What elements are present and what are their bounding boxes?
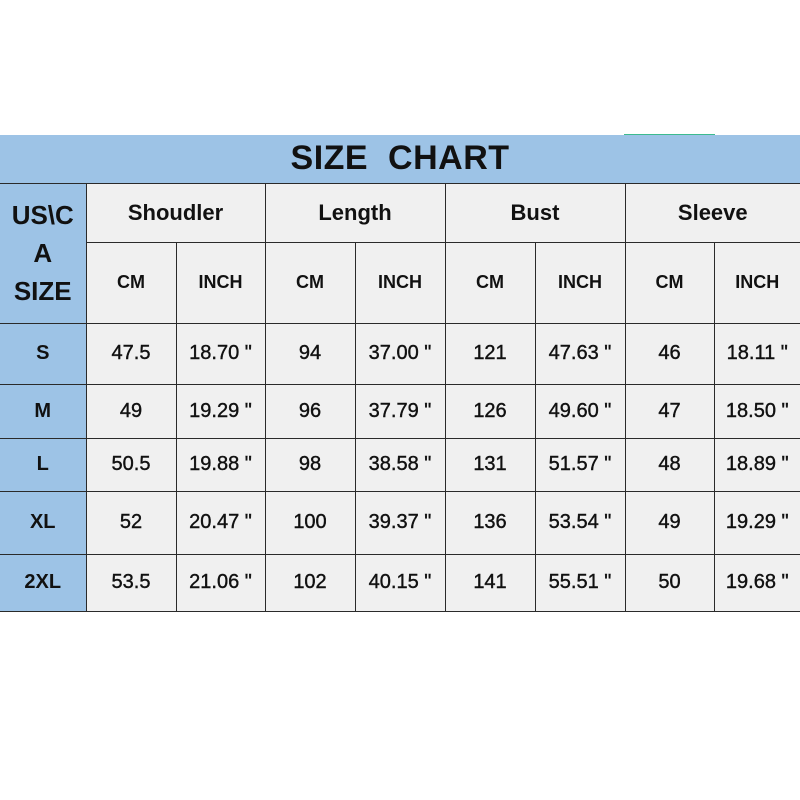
measurement-cell: 94: [264, 322, 356, 385]
measurement-cell: 18.70 ": [175, 322, 266, 385]
measurement-cell: 21.06 ": [175, 553, 266, 612]
measurement-cell: 98: [264, 437, 356, 492]
measurement-cell: 102: [264, 553, 356, 612]
measurement-cell: 19.88 ": [175, 437, 266, 492]
measurement-cell: 49: [85, 383, 177, 439]
measurement-cell: 19.29 ": [175, 383, 266, 439]
group-header-sleeve: Sleeve: [624, 182, 800, 243]
size-label: XL: [0, 490, 87, 555]
unit-header-cm: CM: [444, 241, 536, 324]
unit-header-inch: INCH: [534, 241, 626, 324]
measurement-cell: 37.00 ": [354, 322, 446, 385]
measurement-cell: 18.50 ": [713, 383, 800, 439]
group-header-length: Length: [264, 182, 446, 243]
measurement-cell: 50: [624, 553, 715, 612]
table-row: 2XL 53.5 21.06 " 102 40.15 " 141 55.51 " 50 19.6…: [0, 553, 800, 612]
unit-header-cm: CM: [624, 241, 715, 324]
table-row: M 49 19.29 " 96 37.79 " 126 49.60 " 47 18.50 ": [0, 383, 800, 439]
chart-title: SIZE CHART: [0, 135, 800, 184]
measurement-cell: 100: [264, 490, 356, 555]
size-header-line: US\C: [11, 200, 74, 230]
size-chart-table: SIZE CHART US\C A SIZE Shoudler Length Bus…: [0, 135, 800, 612]
measurement-cell: 47.5: [85, 322, 177, 385]
size-label: 2XL: [0, 553, 87, 612]
group-header-shoulder: Shoudler: [85, 182, 266, 243]
table-row: S 47.5 18.70 " 94 37.00 " 121 47.63 " 46 18.11 ": [0, 322, 800, 385]
table-row: L 50.5 19.88 " 98 38.58 " 131 51.57 " 48 18.89 ": [0, 437, 800, 492]
unit-header-inch: INCH: [175, 241, 266, 324]
measurement-cell: 39.37 ": [354, 490, 446, 555]
measurement-cell: 55.51 ": [534, 553, 626, 612]
measurement-cell: 38.58 ": [354, 437, 446, 492]
measurement-cell: 52: [85, 490, 177, 555]
measurement-cell: 19.68 ": [713, 553, 800, 612]
measurement-cell: 40.15 ": [354, 553, 446, 612]
measurement-cell: 19.29 ": [713, 490, 800, 555]
measurement-cell: 20.47 ": [175, 490, 266, 555]
measurement-cell: 47.63 ": [534, 322, 626, 385]
measurement-cell: 121: [444, 322, 536, 385]
measurement-cell: 96: [264, 383, 356, 439]
measurement-cell: 53.54 ": [534, 490, 626, 555]
unit-header-cm: CM: [264, 241, 356, 324]
measurement-cell: 48: [624, 437, 715, 492]
table-row: XL 52 20.47 " 100 39.37 " 136 53.54 " 49 19.29 ": [0, 490, 800, 555]
measurement-cell: 131: [444, 437, 536, 492]
measurement-cell: 136: [444, 490, 536, 555]
measurement-cell: 50.5: [85, 437, 177, 492]
measurement-cell: 47: [624, 383, 715, 439]
unit-header-inch: INCH: [713, 241, 800, 324]
measurement-cell: 46: [624, 322, 715, 385]
measurement-cell: 18.89 ": [713, 437, 800, 492]
unit-header-cm: CM: [86, 241, 177, 324]
measurement-cell: 141: [444, 553, 536, 612]
size-label: M: [0, 383, 87, 439]
group-header-bust: Bust: [444, 182, 626, 243]
measurement-cell: 49: [624, 490, 715, 555]
measurement-cell: 18.11 ": [713, 322, 800, 385]
measurement-cell: 51.57 ": [534, 437, 626, 492]
measurement-cell: 37.79 ": [354, 383, 446, 439]
measurement-cell: 126: [444, 383, 536, 439]
measurement-cell: 53.5: [85, 553, 177, 612]
size-label: L: [0, 437, 87, 492]
size-header-line: SIZE: [13, 276, 72, 306]
size-column-header: US\C A SIZE: [0, 182, 87, 324]
size-header-line: A: [33, 238, 53, 268]
measurement-cell: 49.60 ": [534, 383, 626, 439]
unit-header-inch: INCH: [354, 241, 446, 324]
size-label: S: [0, 322, 87, 385]
